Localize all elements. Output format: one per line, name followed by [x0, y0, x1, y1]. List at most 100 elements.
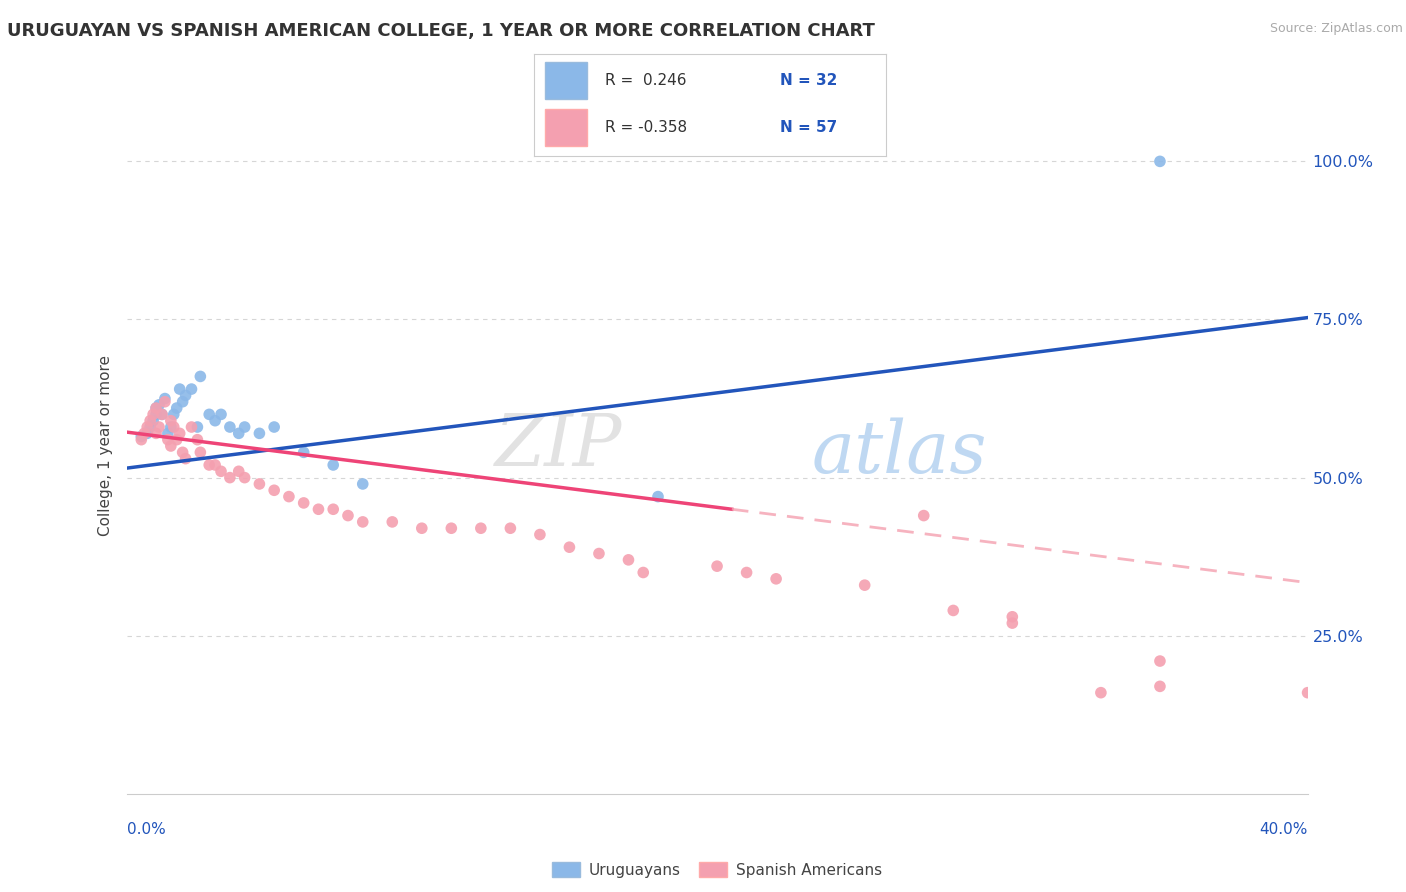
- Point: [337, 508, 360, 523]
- Point: [153, 394, 176, 409]
- Point: [159, 439, 183, 453]
- Point: [150, 408, 173, 422]
- Point: [136, 426, 159, 441]
- Point: [174, 451, 197, 466]
- Point: [411, 521, 433, 535]
- Legend: Uruguayans, Spanish Americans: Uruguayans, Spanish Americans: [546, 855, 889, 884]
- Point: [219, 470, 242, 484]
- Point: [322, 502, 344, 516]
- Point: [631, 566, 654, 580]
- Point: [617, 553, 640, 567]
- Point: [204, 458, 226, 472]
- Text: Source: ZipAtlas.com: Source: ZipAtlas.com: [1270, 22, 1403, 36]
- Point: [219, 420, 242, 434]
- Point: [1149, 154, 1171, 169]
- Text: N = 32: N = 32: [780, 72, 838, 87]
- Point: [166, 433, 188, 447]
- Point: [139, 420, 162, 434]
- Point: [166, 401, 188, 415]
- Point: [159, 414, 183, 428]
- Point: [247, 426, 270, 441]
- Point: [381, 515, 404, 529]
- Text: 0.0%: 0.0%: [127, 822, 166, 837]
- Point: [1296, 686, 1319, 700]
- Point: [765, 572, 787, 586]
- Point: [912, 508, 935, 523]
- Point: [134, 426, 156, 441]
- Point: [1001, 609, 1024, 624]
- Text: R =  0.246: R = 0.246: [605, 72, 686, 87]
- Point: [735, 566, 758, 580]
- Point: [136, 420, 159, 434]
- Point: [263, 483, 285, 498]
- Point: [263, 420, 285, 434]
- Point: [180, 382, 202, 396]
- Point: [172, 394, 194, 409]
- Point: [198, 408, 221, 422]
- Point: [228, 464, 250, 478]
- Point: [145, 408, 167, 422]
- Point: [209, 408, 232, 422]
- Point: [142, 414, 165, 428]
- Point: [942, 603, 965, 617]
- Point: [153, 392, 176, 406]
- Point: [292, 496, 315, 510]
- Point: [352, 477, 374, 491]
- Text: URUGUAYAN VS SPANISH AMERICAN COLLEGE, 1 YEAR OR MORE CORRELATION CHART: URUGUAYAN VS SPANISH AMERICAN COLLEGE, 1…: [7, 22, 875, 40]
- Point: [156, 433, 179, 447]
- Point: [647, 490, 669, 504]
- FancyBboxPatch shape: [544, 109, 588, 145]
- Point: [278, 490, 301, 504]
- Point: [169, 382, 191, 396]
- Point: [352, 515, 374, 529]
- Point: [853, 578, 876, 592]
- Point: [470, 521, 492, 535]
- Point: [233, 420, 256, 434]
- Point: [233, 470, 256, 484]
- Text: N = 57: N = 57: [780, 120, 838, 135]
- Text: 40.0%: 40.0%: [1260, 822, 1308, 837]
- Point: [1149, 679, 1171, 693]
- Point: [156, 426, 179, 441]
- Point: [172, 445, 194, 459]
- Text: ZIP: ZIP: [495, 410, 623, 482]
- Point: [186, 420, 208, 434]
- Point: [159, 420, 183, 434]
- Point: [129, 429, 153, 443]
- Point: [142, 408, 165, 422]
- Point: [706, 559, 728, 574]
- Point: [188, 445, 211, 459]
- Point: [145, 426, 167, 441]
- Point: [499, 521, 522, 535]
- Point: [1149, 654, 1171, 668]
- Point: [529, 527, 551, 541]
- Point: [588, 547, 610, 561]
- Point: [322, 458, 344, 472]
- Point: [307, 502, 329, 516]
- Point: [204, 414, 226, 428]
- Point: [198, 458, 221, 472]
- Point: [129, 433, 153, 447]
- Point: [169, 426, 191, 441]
- Point: [228, 426, 250, 441]
- Point: [188, 369, 211, 384]
- Point: [440, 521, 463, 535]
- Point: [139, 414, 162, 428]
- FancyBboxPatch shape: [544, 62, 588, 99]
- Text: atlas: atlas: [811, 417, 987, 488]
- Point: [150, 408, 173, 422]
- Point: [145, 401, 167, 415]
- Point: [174, 388, 197, 402]
- Point: [186, 433, 208, 447]
- Y-axis label: College, 1 year or more: College, 1 year or more: [98, 356, 114, 536]
- Point: [1090, 686, 1112, 700]
- Point: [1001, 616, 1024, 631]
- Point: [145, 401, 167, 415]
- Point: [163, 420, 186, 434]
- Point: [163, 408, 186, 422]
- Point: [292, 445, 315, 459]
- Text: R = -0.358: R = -0.358: [605, 120, 686, 135]
- Point: [558, 540, 581, 554]
- Point: [148, 420, 170, 434]
- Point: [247, 477, 270, 491]
